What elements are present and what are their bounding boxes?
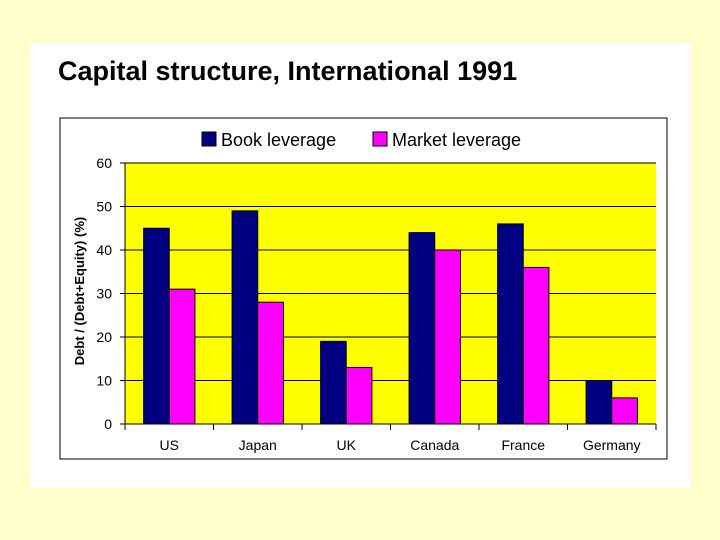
gridlines [125,162,656,381]
x-tick-label: France [501,437,545,453]
y-tick-label: 20 [96,329,112,345]
bar-market-leverage-japan [257,301,284,425]
legend-swatch [372,131,388,147]
legend-label: Book leverage [221,130,336,150]
x-tick-label: UK [337,437,357,453]
y-tick-label: 10 [96,373,112,389]
y-tick-label: 40 [96,242,112,258]
bar-market-leverage-germany [611,397,638,425]
slide-title: Capital structure, International 1991 [58,56,518,86]
slide-panel: Capital structure, International 1991 0 1… [30,43,691,488]
bar-market-leverage-canada [434,249,461,425]
bar-book-leverage-uk [320,340,347,425]
bar-book-leverage-france [497,223,524,425]
legend-label: Market leverage [392,130,521,150]
x-tick-label: Germany [583,437,641,453]
y-axis-title: Debt / (Debt+Equity) (%) [72,217,87,365]
legend-swatch [201,131,217,147]
bar-book-leverage-germany [585,380,613,425]
bar-chart: 0 10 20 30 40 50 60 US Japan UK Canada France Germa… [59,117,668,460]
bar-market-leverage-us [168,288,196,425]
x-tick-label: Canada [410,437,459,453]
bars [143,210,638,425]
y-tick-label: 30 [96,286,112,302]
x-tick-label: Japan [239,437,277,453]
bar-book-leverage-us [143,227,170,425]
bar-market-leverage-uk [345,366,373,425]
y-tick-label: 0 [104,416,112,432]
bar-book-leverage-japan [231,210,259,425]
y-tick-label: 60 [96,155,112,171]
bar-book-leverage-canada [408,232,436,425]
y-ticks: 0 10 20 30 40 50 60 [96,155,125,432]
legend: Book leverage Market leverage [201,130,521,150]
y-tick-label: 50 [96,199,112,215]
bar-market-leverage-france [522,266,550,425]
x-tick-label: US [160,437,179,453]
x-ticks: US Japan UK Canada France Germany [124,424,657,453]
